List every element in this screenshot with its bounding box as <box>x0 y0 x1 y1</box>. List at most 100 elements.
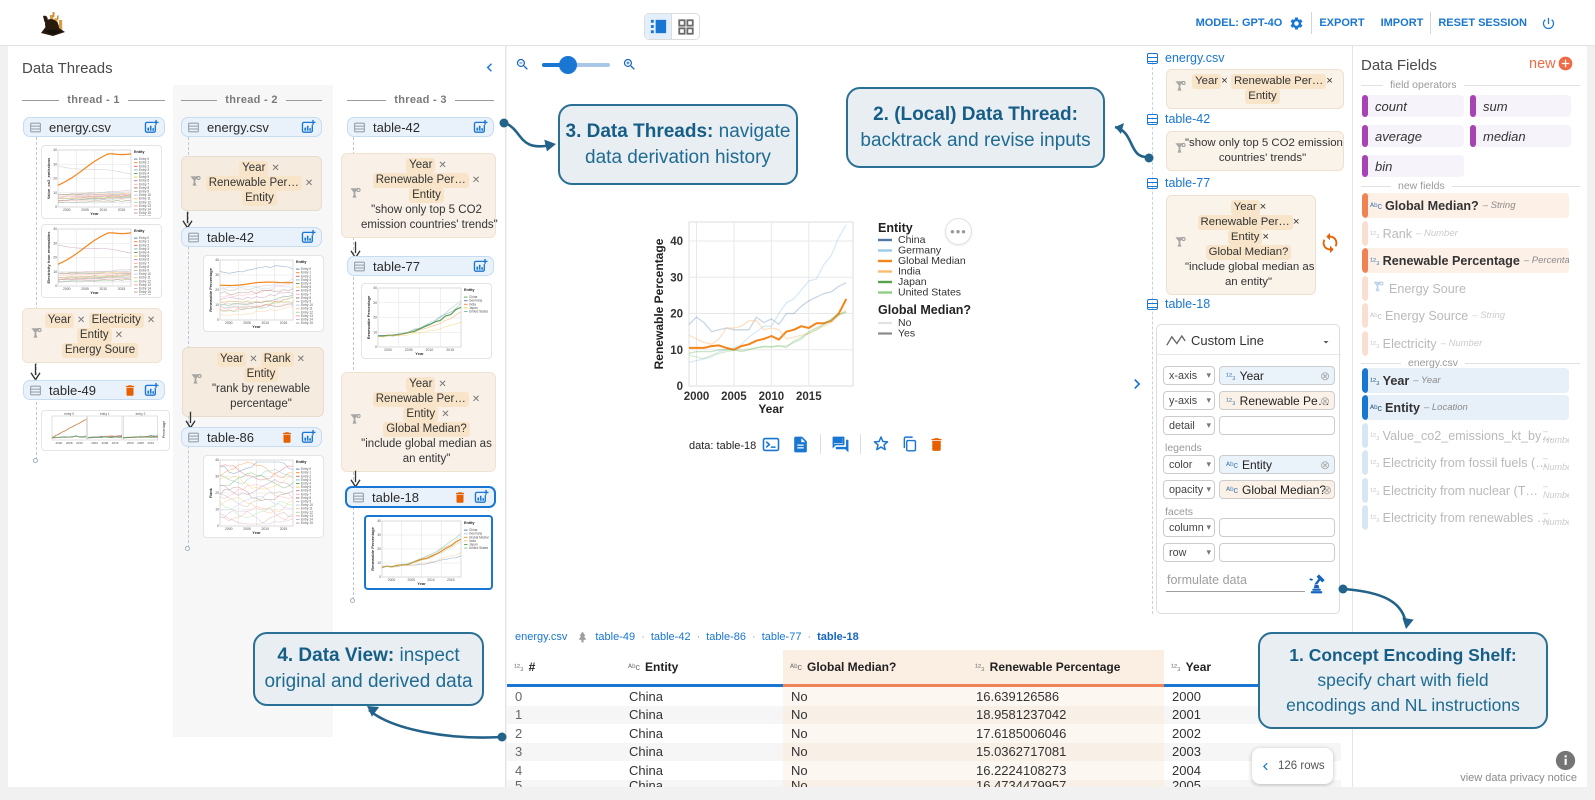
svg-text:Entity: Entity <box>134 229 145 233</box>
svg-text:30: 30 <box>377 533 381 537</box>
svg-text:Year: Year <box>417 581 426 586</box>
svg-text:Entry 15: Entry 15 <box>139 290 151 294</box>
svg-text:10: 10 <box>53 270 57 274</box>
svg-text:2008: 2008 <box>137 441 144 445</box>
svg-text:2000: 2000 <box>56 441 63 445</box>
svg-text:Entry 4: Entry 4 <box>139 172 149 176</box>
svg-text:10: 10 <box>377 561 381 565</box>
svg-text:2005: 2005 <box>81 208 89 212</box>
svg-text:Entry 14: Entry 14 <box>139 287 151 291</box>
svg-text:20: 20 <box>53 256 57 260</box>
svg-text:40: 40 <box>670 236 683 248</box>
svg-text:Entry 12: Entry 12 <box>301 310 313 314</box>
svg-text:Entry 6: Entry 6 <box>139 258 149 262</box>
svg-text:Entity: Entity <box>878 221 913 235</box>
svg-text:Entry 0: Entry 0 <box>139 236 149 240</box>
svg-text:Germany: Germany <box>898 245 942 257</box>
svg-text:2000: 2000 <box>225 527 233 531</box>
svg-text:20: 20 <box>53 177 57 181</box>
svg-text:10: 10 <box>373 330 377 334</box>
svg-text:Global Median?: Global Median? <box>878 303 971 317</box>
svg-text:Entry 0: Entry 0 <box>301 267 311 271</box>
svg-text:Entity: Entity <box>464 288 475 292</box>
svg-text:Entry 8: Entry 8 <box>301 296 311 300</box>
svg-text:2000: 2000 <box>388 578 396 582</box>
svg-text:Entry 3: Entry 3 <box>301 478 311 482</box>
svg-text:Entry 1: Entry 1 <box>301 471 311 475</box>
svg-text:Entry 11: Entry 11 <box>139 276 151 280</box>
svg-text:Entity: Entity <box>464 521 475 525</box>
svg-text:entry 2: entry 2 <box>136 412 146 416</box>
svg-text:Entry 0: Entry 0 <box>139 157 149 161</box>
svg-text:Entry 0: Entry 0 <box>301 467 311 471</box>
svg-text:2008: 2008 <box>66 441 73 445</box>
svg-text:40: 40 <box>53 227 57 231</box>
svg-text:Rank: Rank <box>208 487 213 498</box>
svg-text:Entry 16: Entry 16 <box>139 294 151 295</box>
svg-text:Entry 7: Entry 7 <box>301 292 311 296</box>
svg-text:2005: 2005 <box>81 287 89 291</box>
svg-text:entry 0: entry 0 <box>64 412 74 416</box>
svg-text:Entry 10: Entry 10 <box>301 503 313 507</box>
svg-text:40: 40 <box>215 258 219 262</box>
svg-text:2000: 2000 <box>91 441 98 445</box>
svg-text:Entry 13: Entry 13 <box>139 204 151 208</box>
svg-text:Entry 5: Entry 5 <box>139 254 149 258</box>
svg-text:China: China <box>898 234 926 246</box>
svg-text:Entry 1: Entry 1 <box>301 271 311 275</box>
svg-text:Entry 10: Entry 10 <box>301 303 313 307</box>
svg-text:2016: 2016 <box>112 441 119 445</box>
svg-text:Entry 5: Entry 5 <box>301 485 311 489</box>
svg-text:Entry 13: Entry 13 <box>139 283 151 287</box>
svg-text:Germany: Germany <box>469 532 483 536</box>
svg-text:China: China <box>469 295 478 299</box>
svg-text:40: 40 <box>377 519 381 523</box>
svg-text:Percentage: Percentage <box>162 421 166 438</box>
svg-text:10: 10 <box>215 303 219 307</box>
svg-text:Entry 13: Entry 13 <box>301 514 313 518</box>
svg-text:2015: 2015 <box>447 578 455 582</box>
svg-text:2015: 2015 <box>118 287 126 291</box>
svg-text:20: 20 <box>670 309 683 321</box>
svg-text:Entity: Entity <box>296 260 307 264</box>
svg-text:2010: 2010 <box>426 348 434 352</box>
svg-text:2000: 2000 <box>63 208 71 212</box>
svg-text:Entry 7: Entry 7 <box>301 492 311 496</box>
svg-text:Entry 14: Entry 14 <box>301 518 313 522</box>
svg-text:India: India <box>898 266 921 278</box>
svg-text:Entry 2: Entry 2 <box>139 164 149 168</box>
svg-text:India: India <box>469 539 476 543</box>
svg-text:Entry 12: Entry 12 <box>301 510 313 514</box>
svg-text:40: 40 <box>53 148 57 152</box>
svg-text:Entry 14: Entry 14 <box>301 318 313 322</box>
svg-text:2010: 2010 <box>99 287 107 291</box>
svg-text:Entry 3: Entry 3 <box>139 247 149 251</box>
svg-text:Value_co2_emissions: Value_co2_emissions <box>46 157 51 199</box>
svg-text:Japan: Japan <box>469 543 478 547</box>
svg-text:30: 30 <box>373 301 377 305</box>
svg-text:Renewable Percentage: Renewable Percentage <box>370 526 375 570</box>
svg-text:Year: Year <box>415 351 424 356</box>
svg-text:20: 20 <box>373 316 377 320</box>
svg-text:Entry 10: Entry 10 <box>139 272 151 276</box>
svg-text:0: 0 <box>55 284 57 288</box>
svg-text:Entity: Entity <box>296 460 307 464</box>
svg-text:United States: United States <box>469 546 489 550</box>
svg-text:Entry 3: Entry 3 <box>139 168 149 172</box>
svg-text:Entry 4: Entry 4 <box>139 251 149 255</box>
svg-text:Entry 6: Entry 6 <box>301 289 311 293</box>
svg-text:40: 40 <box>215 458 219 462</box>
svg-text:Year: Year <box>90 290 99 295</box>
svg-text:Renewable Percentage: Renewable Percentage <box>366 295 371 339</box>
svg-text:0: 0 <box>55 205 57 209</box>
svg-text:Entry 5: Entry 5 <box>139 175 149 179</box>
svg-text:2015: 2015 <box>118 208 126 212</box>
svg-text:Renewable Percentage: Renewable Percentage <box>208 267 213 311</box>
svg-text:Entry 6: Entry 6 <box>301 489 311 493</box>
svg-text:Renewable Percentage: Renewable Percentage <box>652 238 666 369</box>
svg-text:Entry 12: Entry 12 <box>139 279 151 283</box>
svg-text:20: 20 <box>215 288 219 292</box>
svg-text:Year: Year <box>252 324 261 329</box>
svg-text:Entry 13: Entry 13 <box>301 314 313 318</box>
svg-text:30: 30 <box>215 475 219 479</box>
